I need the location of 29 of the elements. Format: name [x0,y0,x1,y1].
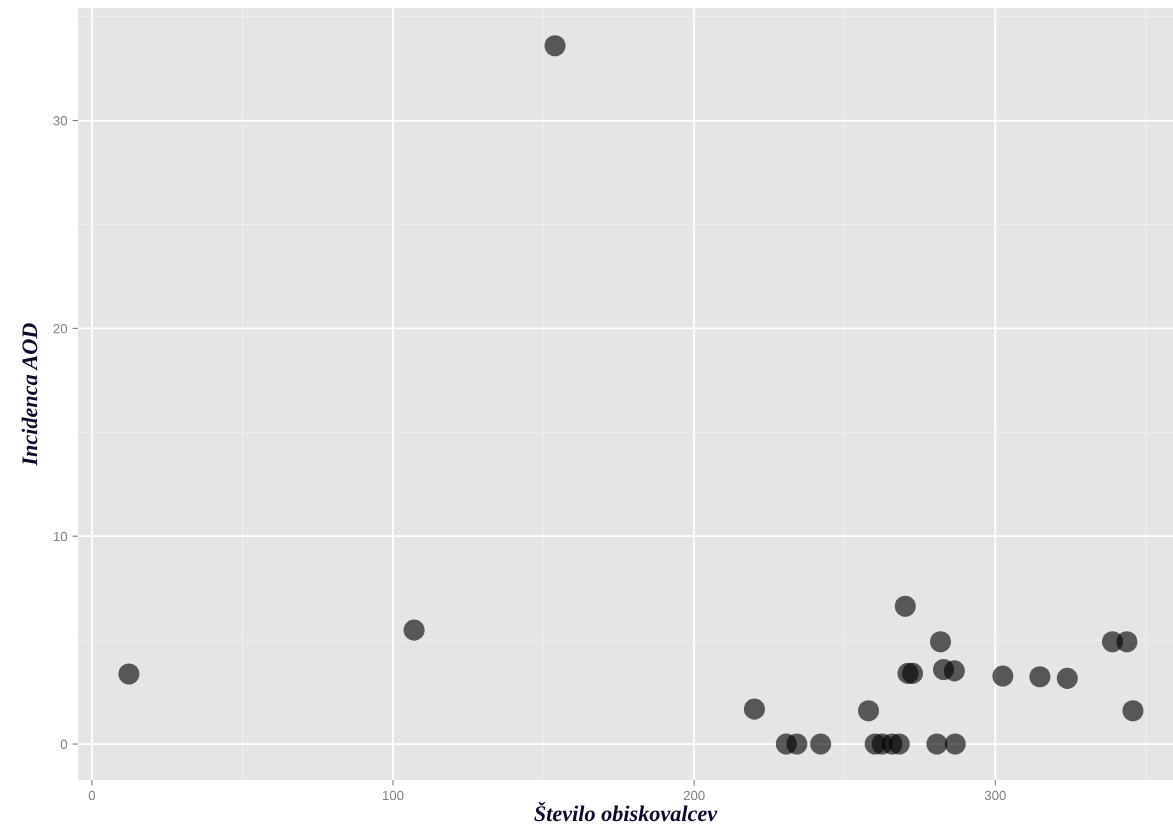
y-tick-label: 0 [60,739,68,749]
point [1029,666,1051,688]
x-axis-title: Število obiskovalcev [534,801,718,822]
point [926,733,948,755]
point [888,733,910,755]
point [786,733,808,755]
x-tick-label: 200 [683,790,705,801]
point [858,700,880,722]
point [992,665,1014,687]
y-tick-label: 30 [53,116,68,126]
point [1116,631,1138,653]
point [544,35,566,57]
y-axis-title: Incidenca AOD [21,323,38,466]
point [118,663,140,685]
point [943,660,965,682]
x-tick-label: 100 [383,790,404,801]
point [944,733,966,755]
y-tick-label: 10 [53,531,68,542]
point [1122,700,1144,722]
point [901,662,924,684]
x-tick-label: 0 [88,790,96,801]
y-tick-label: 20 [53,323,68,334]
point [1056,667,1078,689]
point [894,595,916,617]
point [929,631,952,653]
point [810,733,832,755]
point [743,698,765,720]
x-tick-label: 300 [984,790,1006,801]
point [403,619,425,641]
